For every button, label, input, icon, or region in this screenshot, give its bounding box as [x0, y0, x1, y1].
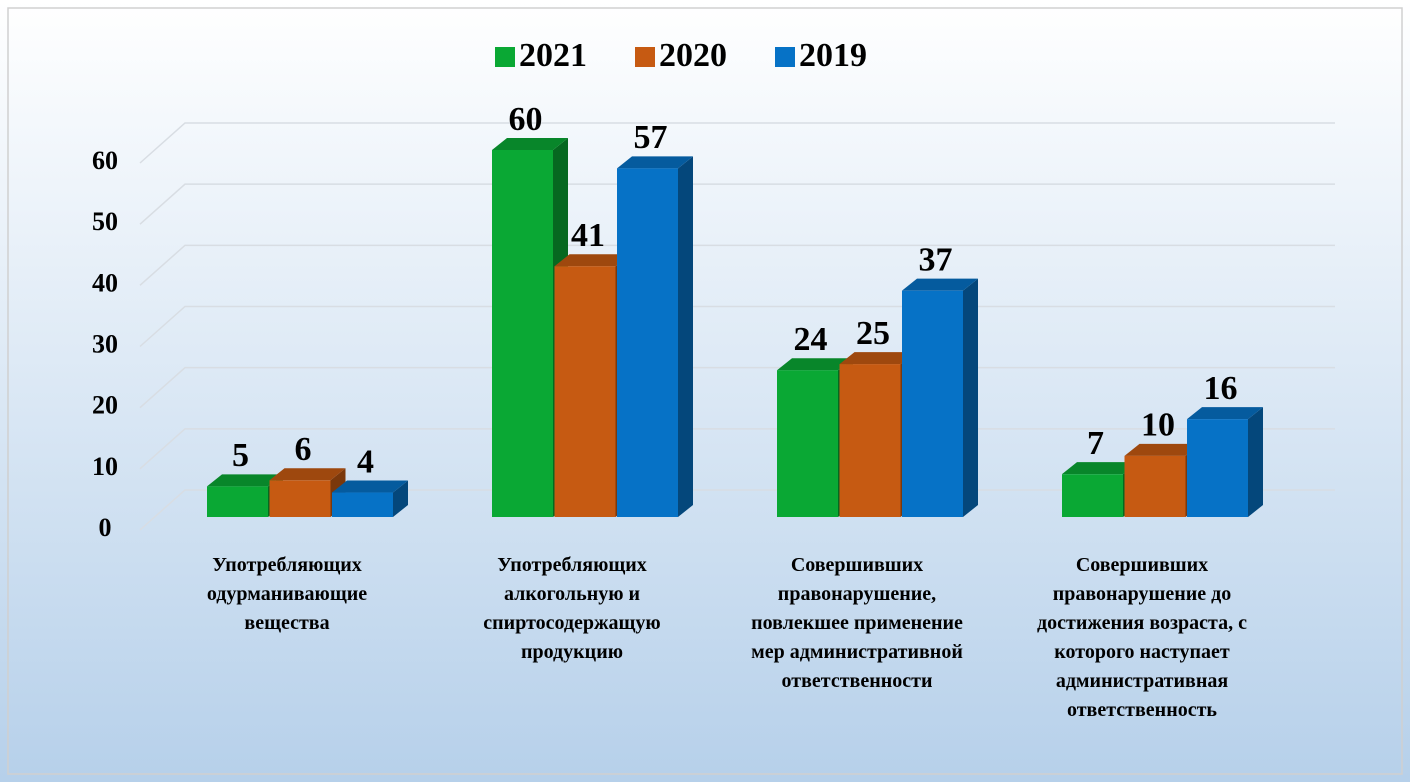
legend-swatch [495, 47, 515, 67]
grid-line [139, 183, 1335, 225]
frame [7, 7, 1403, 775]
legend-label: 2019 [799, 37, 867, 74]
data-label: 4 [357, 443, 374, 480]
bar-top [1062, 462, 1138, 475]
bar [839, 364, 901, 517]
legend-swatch [775, 47, 795, 67]
bar-top [492, 138, 568, 150]
y-tick-label: 60 [92, 146, 118, 175]
bar-side [1248, 407, 1263, 517]
bar-side [963, 278, 978, 517]
bar [1124, 455, 1186, 517]
bar-top [902, 278, 978, 291]
y-tick-label: 10 [92, 452, 118, 481]
bar-top [554, 254, 631, 267]
data-label: 57 [634, 119, 668, 156]
bar-top [1187, 407, 1263, 420]
x-tick-label: Употребляющих одурманивающие вещества [206, 554, 368, 634]
y-tick-label: 40 [92, 268, 118, 297]
data-label: 6 [295, 431, 312, 468]
data-label: 10 [1141, 407, 1175, 444]
x-tick-label: Совершивших правонарушение до достижения… [1037, 554, 1247, 721]
bar-side [678, 156, 693, 517]
y-tick-label: 50 [92, 207, 118, 236]
data-label: 25 [856, 315, 890, 352]
grid-line [139, 122, 1335, 164]
bar-top [269, 468, 346, 481]
bar [492, 150, 553, 517]
grid-line [139, 366, 1335, 409]
bar [269, 480, 331, 517]
data-label: 37 [919, 241, 953, 278]
bar-top [207, 474, 283, 487]
grid-line [139, 244, 1335, 286]
legend-swatch [635, 47, 655, 67]
legend-label: 2021 [519, 37, 587, 74]
grid-line [139, 305, 1335, 348]
bar [1187, 419, 1248, 517]
data-label: 60 [509, 101, 543, 138]
data-label: 41 [571, 217, 605, 254]
bar [777, 370, 838, 517]
bar [207, 486, 268, 517]
y-tick-label: 20 [92, 391, 118, 420]
y-tick-label: 0 [99, 513, 112, 542]
x-tick-label: Употребляющих алкогольную и спиртосодерж… [483, 554, 661, 663]
data-label: 16 [1204, 370, 1238, 407]
bar [332, 492, 393, 517]
x-tick-label: Совершивших правонарушение, повлекшее пр… [751, 554, 963, 692]
bar-top [617, 156, 693, 169]
data-label: 24 [794, 321, 828, 358]
bar [902, 290, 963, 517]
data-label: 7 [1087, 425, 1104, 462]
legend-label: 2020 [659, 37, 727, 74]
data-label: 5 [232, 437, 249, 474]
bar [554, 266, 616, 517]
bar-side [393, 480, 408, 517]
bar [617, 168, 678, 517]
bar-top [332, 480, 408, 493]
bar-top [777, 358, 853, 371]
bar-top [839, 352, 916, 365]
bar [1062, 474, 1123, 517]
y-tick-label: 30 [92, 329, 118, 358]
bar-top [1124, 443, 1201, 456]
